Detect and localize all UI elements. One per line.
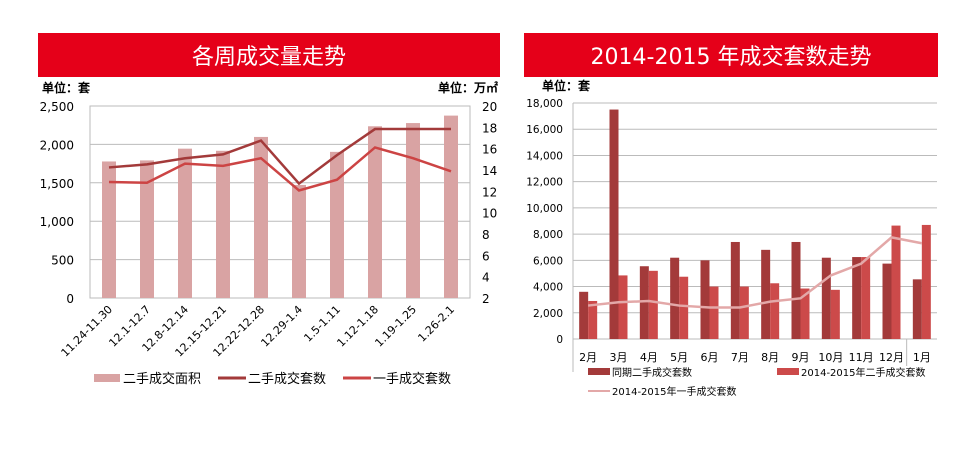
bar-prev — [670, 257, 680, 339]
bar-prev — [821, 257, 831, 339]
y-tick-right: 10 — [482, 207, 497, 221]
legend-label: 2014-2015年一手成交套数 — [612, 385, 737, 398]
bar-prev — [730, 241, 740, 339]
bar-prev — [852, 257, 862, 339]
bar-prev — [609, 109, 619, 339]
legend-swatch-bar — [94, 374, 120, 382]
bar-area — [368, 126, 382, 299]
line-1 — [108, 127, 451, 186]
x-tick: 6月 — [701, 351, 719, 364]
x-tick: 1.19-1.25 — [372, 303, 419, 350]
x-tick: 11.24-11.30 — [59, 303, 116, 360]
bar-prev — [882, 263, 892, 339]
y-tick: 14,000 — [526, 150, 563, 162]
y-tick-left: 2,500 — [40, 100, 74, 114]
legend-label: 2014-2015年二手成交套数 — [801, 366, 926, 379]
y-tick: 16,000 — [526, 124, 563, 136]
x-tick: 12月 — [879, 351, 904, 364]
y-tick-right: 8 — [482, 228, 490, 242]
y-tick-right: 6 — [482, 249, 490, 263]
bar-cur — [588, 300, 598, 339]
bar-cur — [618, 275, 628, 339]
y-tick: 6,000 — [533, 255, 563, 267]
x-tick: 11月 — [849, 351, 874, 364]
line-2 — [108, 146, 452, 192]
bar-area — [406, 123, 420, 298]
bar-cur — [679, 276, 689, 339]
bar-cur — [648, 270, 658, 339]
bar-cur — [739, 286, 749, 339]
bar-prev — [912, 279, 922, 339]
x-tick: 1月 — [913, 351, 931, 364]
bar-prev — [579, 291, 589, 339]
bar-area — [254, 136, 268, 298]
legend-label: 二手成交套数 — [248, 371, 326, 387]
bar-area — [330, 151, 344, 298]
bar-prev — [639, 266, 649, 339]
bar-area — [216, 150, 230, 298]
bar-cur — [891, 225, 901, 339]
unit-left: 单位：套 — [42, 80, 91, 95]
y-tick-left: 2,000 — [40, 138, 74, 152]
y-tick-right: 18 — [482, 121, 497, 135]
y-tick-left: 500 — [51, 254, 74, 268]
x-tick: 9月 — [792, 351, 810, 364]
x-tick: 2月 — [579, 351, 597, 364]
bar-prev — [791, 241, 801, 339]
bar-prev — [761, 249, 771, 339]
y-tick-left: 1,000 — [40, 215, 74, 229]
legend-label: 同期二手成交套数 — [612, 366, 692, 379]
y-tick-right: 20 — [482, 100, 497, 114]
chart1-title: 各周成交量走势 — [38, 33, 500, 77]
bar-area — [292, 184, 306, 298]
x-tick: 12.29-1.4 — [258, 303, 305, 350]
bar-cur — [800, 288, 810, 339]
y-tick-right: 14 — [482, 164, 497, 178]
bar-area — [444, 115, 458, 298]
x-tick: 10月 — [818, 351, 843, 364]
y-tick-right: 4 — [482, 271, 490, 285]
legend-label: 一手成交套数 — [373, 371, 451, 387]
unit-right: 单位：万㎡ — [438, 80, 498, 95]
y-tick: 2,000 — [533, 308, 563, 320]
y-tick-right: 16 — [482, 143, 497, 157]
y-tick-left: 1,500 — [40, 177, 74, 191]
legend-swatch — [777, 368, 799, 375]
bar-cur — [709, 286, 719, 339]
bar-area — [102, 161, 116, 298]
x-tick: 5月 — [670, 351, 688, 364]
legend-label: 二手成交面积 — [123, 371, 201, 387]
x-tick: 1.26-2.1 — [415, 303, 457, 345]
bar-cur — [861, 257, 871, 339]
bar-prev — [700, 260, 710, 339]
x-tick: 7月 — [731, 351, 749, 364]
bar-area — [140, 160, 154, 298]
y-tick: 12,000 — [526, 177, 563, 189]
x-tick: 8月 — [761, 351, 779, 364]
y-tick: 8,000 — [533, 229, 563, 241]
bar-cur — [830, 289, 840, 339]
y-tick-left: 0 — [66, 292, 74, 306]
y-tick-right: 2 — [482, 292, 490, 306]
x-tick: 4月 — [640, 351, 658, 364]
y-tick: 10,000 — [526, 203, 563, 215]
chart2-title: 2014-2015 年成交套数走势 — [524, 33, 938, 77]
y-tick-right: 12 — [482, 185, 497, 199]
y-tick: 4,000 — [533, 282, 563, 294]
line-first — [588, 236, 923, 309]
bar-area — [178, 148, 192, 298]
unit-left: 单位：套 — [542, 78, 591, 93]
y-tick: 0 — [556, 334, 563, 346]
legend-swatch — [588, 368, 610, 375]
bar-cur — [921, 224, 931, 339]
bar-cur — [770, 283, 780, 339]
x-tick: 3月 — [610, 351, 628, 364]
y-tick: 18,000 — [526, 98, 563, 110]
